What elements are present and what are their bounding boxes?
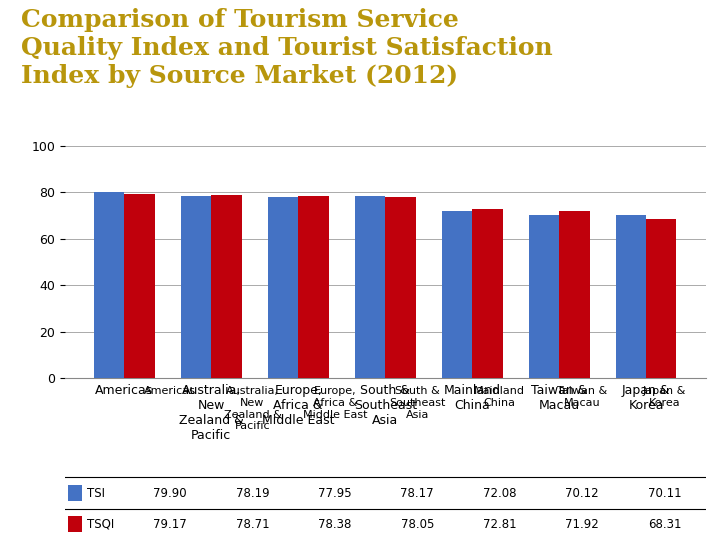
Text: 79.17: 79.17 [153, 517, 187, 530]
Text: Japan &
Korea: Japan & Korea [643, 387, 686, 408]
Text: 78.17: 78.17 [400, 487, 434, 500]
Text: 70.11: 70.11 [647, 487, 681, 500]
Bar [528, 215, 559, 378]
Text: Mainland
China: Mainland China [474, 387, 525, 408]
Text: Taiwan &
Macau: Taiwan & Macau [557, 387, 607, 408]
Bar [125, 194, 155, 378]
Bar [559, 211, 590, 378]
Text: TSI: TSI [87, 487, 105, 500]
Text: 72.08: 72.08 [483, 487, 516, 500]
Text: 78.19: 78.19 [235, 487, 269, 500]
Bar [616, 215, 646, 378]
Bar [94, 192, 125, 378]
Text: 71.92: 71.92 [565, 517, 599, 530]
Bar [298, 196, 329, 378]
Bar [181, 197, 211, 378]
Text: Europe,
Africa &
Middle East: Europe, Africa & Middle East [302, 387, 367, 420]
Bar [68, 516, 82, 531]
Text: 70.12: 70.12 [565, 487, 599, 500]
Text: 78.38: 78.38 [318, 517, 351, 530]
Text: 77.95: 77.95 [318, 487, 351, 500]
Bar [441, 211, 472, 378]
Text: 78.05: 78.05 [400, 517, 434, 530]
Bar [268, 197, 298, 378]
Bar [472, 209, 503, 378]
Bar [385, 197, 415, 378]
Text: 78.71: 78.71 [235, 517, 269, 530]
Bar [68, 485, 82, 501]
Bar [355, 197, 385, 378]
Text: Americas: Americas [144, 387, 196, 396]
Bar [211, 195, 242, 378]
Text: South &
Southeast
Asia: South & Southeast Asia [389, 387, 446, 420]
Bar [646, 219, 677, 378]
Text: 72.81: 72.81 [483, 517, 516, 530]
Text: Comparison of Tourism Service
Quality Index and Tourist Satisfaction
Index by So: Comparison of Tourism Service Quality In… [22, 8, 553, 88]
Text: 68.31: 68.31 [648, 517, 681, 530]
Text: Australia,
New
Zealand &
Pacific: Australia, New Zealand & Pacific [223, 387, 282, 431]
Text: 79.90: 79.90 [153, 487, 187, 500]
Text: TSQI: TSQI [87, 517, 114, 530]
